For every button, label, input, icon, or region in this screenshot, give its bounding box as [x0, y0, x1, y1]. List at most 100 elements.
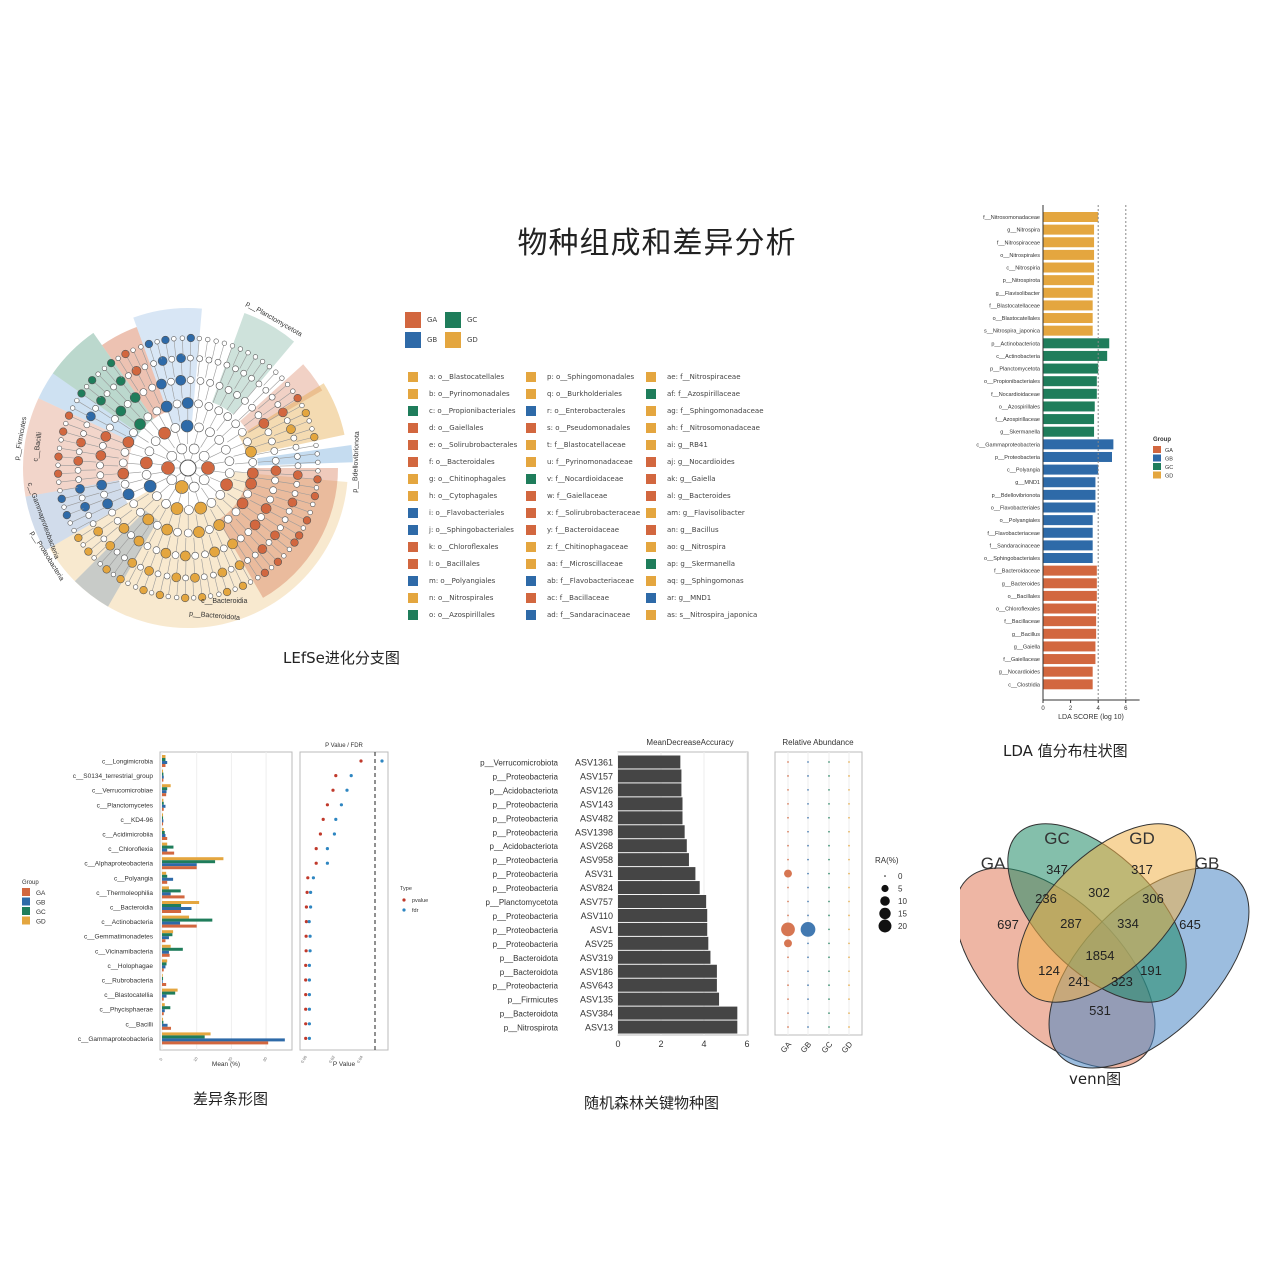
lda-label: f__Azospirillaceae [995, 417, 1040, 423]
diff-legend-label: GD [36, 919, 46, 926]
biomarker-node [134, 418, 146, 430]
biomarker-node [77, 389, 86, 398]
taxon-node [113, 516, 122, 525]
biomarker-node [102, 565, 111, 574]
biomarker-node [96, 479, 107, 491]
biomarker-node [234, 560, 245, 570]
legend-label: b: o__Pyrinomonadales [429, 389, 510, 398]
taxon-node [161, 498, 171, 509]
taxon-node [206, 498, 217, 508]
ra-legend-label: 0 [898, 872, 903, 881]
taxon-node [118, 458, 128, 468]
ra-point [807, 956, 809, 959]
legend-item: aj: g__Nocardioides [646, 453, 776, 470]
ra-point [848, 886, 850, 889]
taxon-node [100, 535, 108, 543]
ra-point [807, 984, 809, 987]
biomarker-node [217, 567, 228, 578]
diff-bar [162, 813, 164, 817]
ra-point [800, 922, 816, 937]
diff-tick-label: 10 [192, 1055, 199, 1062]
lda-label: g__Bacteroides [1002, 581, 1040, 587]
taxon-node [75, 476, 82, 483]
taxon-node [285, 507, 293, 515]
biomarker-node [181, 593, 190, 603]
lda-bar [1043, 464, 1099, 475]
ra-point [807, 900, 809, 903]
biomarker-node [142, 513, 155, 526]
legend-item: u: f__Pyrinomonadaceae [526, 453, 646, 470]
pvalue-tick-label: 0.02 [328, 1054, 337, 1064]
lda-bar [1043, 350, 1108, 361]
biomarker-node [194, 501, 207, 515]
clade-branch [140, 346, 148, 364]
root-node [179, 459, 197, 477]
taxon-node [219, 544, 228, 553]
diff-bar [162, 892, 171, 896]
taxon-node [108, 508, 116, 517]
lefse-cladogram: p__Planctomycetotap__Bdellovibrionotac__… [14, 301, 361, 628]
pvalue-point [318, 832, 322, 836]
rf-phylum-label: p__Proteobacteria [493, 870, 559, 879]
rf-asv-label: ASV384 [580, 1009, 613, 1019]
ra-point [787, 789, 789, 791]
legend-swatch [526, 405, 536, 416]
legend-item: j: o__Sphingobacteriales [408, 521, 526, 538]
biomarker-node [220, 478, 233, 491]
clade-branch [259, 553, 272, 568]
clade-branch [298, 445, 317, 449]
taxon-node [248, 403, 256, 412]
diff-category-label: c__Alphaproteobacteria [84, 861, 153, 868]
biomarker-node [198, 593, 207, 602]
rf-bar [618, 964, 717, 978]
ra-point [787, 984, 789, 987]
legend-item: ao: g__Nitrospira [646, 538, 776, 555]
taxon-node [57, 487, 63, 494]
taxon-node [74, 397, 80, 404]
diff-bar [162, 755, 166, 758]
rf-asv-label: ASV135 [580, 995, 613, 1005]
diff-bar [162, 1032, 211, 1036]
taxon-node [245, 350, 251, 356]
lda-label: f__Gaiellaceae [1003, 657, 1040, 663]
taxon-node [78, 494, 86, 502]
legend-item: q: o__Burkholderiales [526, 385, 646, 402]
taxon-node [247, 579, 254, 585]
taxon-node [150, 360, 157, 367]
diff-category-label: c__Verrucomicrobiae [92, 788, 153, 795]
biomarker-node [201, 461, 215, 475]
legend-label: q: o__Burkholderiales [547, 389, 622, 398]
clade-branch [117, 358, 129, 374]
rf-tick-label: 4 [701, 1039, 706, 1049]
biomarker-node [273, 557, 282, 567]
ra-group-label: GB [799, 1040, 813, 1055]
taxon-node [115, 355, 121, 361]
biomarker-node [158, 426, 171, 440]
legend-item: x: f__Solirubrobacteraceae [526, 504, 646, 521]
taxon-node [89, 520, 97, 527]
biomarker-node [176, 353, 186, 364]
venn-region-count: 697 [997, 917, 1019, 932]
diff-bar [162, 1003, 165, 1007]
legend-swatch [646, 507, 656, 518]
taxon-node [125, 580, 131, 586]
biomarker-node [295, 531, 304, 540]
legend-item: ab: f__Flavobacteriaceae [526, 572, 646, 589]
lda-tick-label: 6 [1124, 706, 1128, 712]
legend-label: aq: g__Sphingomonas [667, 576, 744, 585]
diff-x-title: Mean (%) [212, 1061, 240, 1068]
taxon-node [205, 356, 213, 364]
rf-asv-label: ASV157 [580, 771, 613, 781]
biomarker-node [227, 538, 238, 550]
legend-swatch [408, 371, 418, 382]
legend-item: k: o__Chloroflexales [408, 538, 526, 555]
legend-item: as: s__Nitrospira_japonica [646, 606, 776, 623]
clade-branch [247, 562, 259, 578]
lda-bar [1043, 212, 1099, 222]
lda-bar [1043, 489, 1096, 500]
diff-bar [162, 936, 169, 940]
lda-legend-swatch [1153, 454, 1161, 462]
diff-bar [162, 834, 166, 837]
ra-point [807, 942, 809, 945]
rf-bar [618, 1006, 738, 1020]
